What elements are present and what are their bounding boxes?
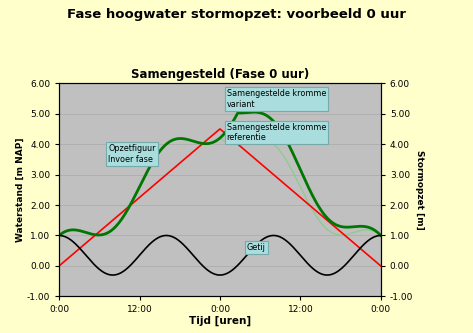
Text: Getij: Getij <box>247 243 266 252</box>
Y-axis label: Stormopzet [m]: Stormopzet [m] <box>414 150 423 230</box>
X-axis label: Tijd [uren]: Tijd [uren] <box>189 316 251 326</box>
Title: Samengesteld (Fase 0 uur): Samengesteld (Fase 0 uur) <box>131 68 309 81</box>
Text: Samengestelde kromme
referentie: Samengestelde kromme referentie <box>227 123 326 142</box>
Text: Samengestelde kromme
variant: Samengestelde kromme variant <box>227 89 326 109</box>
Text: Fase hoogwater stormopzet: voorbeeld 0 uur: Fase hoogwater stormopzet: voorbeeld 0 u… <box>67 8 406 21</box>
Text: Opzetfiguur
Invoer fase: Opzetfiguur Invoer fase <box>108 144 156 164</box>
Y-axis label: Waterstand [m NAP]: Waterstand [m NAP] <box>17 138 26 242</box>
